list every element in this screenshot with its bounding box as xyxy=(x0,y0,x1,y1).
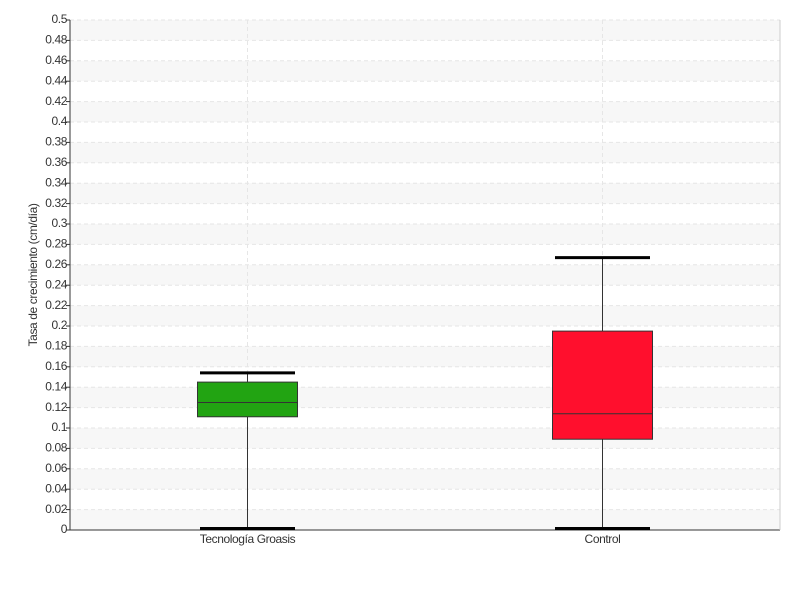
grid-band xyxy=(70,387,780,408)
y-tick-label: 0.2 xyxy=(52,318,68,332)
y-tick-label: 0.14 xyxy=(45,379,67,393)
box xyxy=(552,330,653,440)
grid-band xyxy=(70,60,780,82)
y-tick-label: 0.32 xyxy=(45,196,67,210)
grid-band xyxy=(70,264,780,286)
grid-band xyxy=(70,20,780,41)
grid-band xyxy=(70,142,780,163)
y-tick-label: 0.22 xyxy=(45,298,67,312)
y-tick-label: 0.4 xyxy=(52,114,68,128)
y-tick-label: 0.16 xyxy=(45,359,67,373)
grid-band xyxy=(70,428,780,449)
y-tick-label: 0.44 xyxy=(45,73,67,87)
y-tick-label: 0.46 xyxy=(45,53,67,67)
y-tick-label: 0.38 xyxy=(45,135,67,149)
y-tick-label: 0.08 xyxy=(45,441,67,455)
y-tick-label: 0.3 xyxy=(52,216,68,230)
grid-band xyxy=(70,224,780,245)
y-tick-label: 0.24 xyxy=(45,277,67,291)
grid-band xyxy=(70,101,780,122)
y-axis-label: Tasa de crecimiento (cm/día) xyxy=(26,203,40,346)
y-tick-label: 0.34 xyxy=(45,175,67,189)
y-tick-label: 0 xyxy=(61,522,68,536)
y-tick-label: 0.06 xyxy=(45,461,67,475)
grid-band xyxy=(70,509,780,530)
x-tick-label: Tecnología Groasis xyxy=(200,532,296,546)
y-tick-label: 0.5 xyxy=(52,12,68,26)
y-tick-label: 0.1 xyxy=(52,420,68,434)
y-tick-label: 0.26 xyxy=(45,257,67,271)
grid-band xyxy=(70,346,780,367)
x-tick-label: Control xyxy=(585,532,621,546)
y-tick-label: 0.18 xyxy=(45,339,67,353)
grid-band xyxy=(70,183,780,204)
y-tick-label: 0.04 xyxy=(45,481,67,495)
y-tick-label: 0.48 xyxy=(45,33,67,47)
grid-band xyxy=(70,305,780,326)
y-tick-label: 0.28 xyxy=(45,237,67,251)
y-tick-label: 0.42 xyxy=(45,94,67,108)
box xyxy=(197,381,298,418)
y-tick-label: 0.36 xyxy=(45,155,67,169)
y-tick-label: 0.12 xyxy=(45,400,67,414)
y-tick-label: 0.02 xyxy=(45,502,67,516)
grid-band xyxy=(70,468,780,490)
